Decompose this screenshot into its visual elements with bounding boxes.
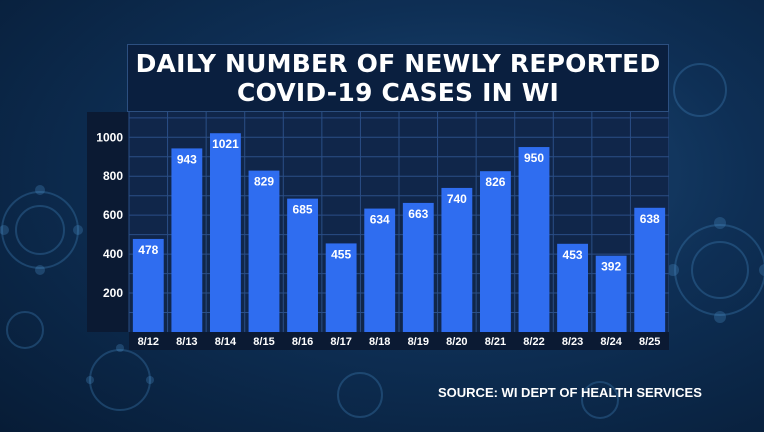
x-tick-label: 8/25 (639, 336, 660, 348)
y-axis-band (87, 112, 129, 332)
bar-value-label: 943 (177, 152, 197, 166)
bar (171, 148, 203, 332)
bar-value-label: 663 (408, 207, 428, 221)
bar-value-label: 392 (601, 260, 621, 274)
y-tick-label: 200 (103, 286, 123, 300)
x-tick-label: 8/12 (138, 336, 159, 348)
bar-value-label: 1021 (212, 137, 239, 151)
bar (248, 170, 280, 332)
chart-title-line-2: COVID-19 CASES IN WI (237, 78, 559, 107)
bar (325, 243, 357, 332)
x-tick-label: 8/13 (176, 336, 197, 348)
x-tick-label: 8/19 (408, 336, 429, 348)
x-tick-label: 8/20 (446, 336, 467, 348)
bar (210, 133, 241, 332)
bar (595, 255, 627, 332)
bar-value-label: 826 (485, 175, 505, 189)
bar (402, 202, 434, 332)
bar-chart-svg: 200 400 600 800 1000 478 8/12 943 8/13 1021 8/14 82… (87, 112, 669, 350)
x-tick-label: 8/14 (215, 336, 237, 348)
bar (634, 207, 666, 332)
bar (287, 198, 318, 332)
x-tick-label: 8/15 (253, 336, 274, 348)
x-tick-label: 8/18 (369, 336, 390, 348)
x-tick-label: 8/17 (330, 336, 351, 348)
bar-value-label: 634 (370, 213, 390, 227)
x-tick-label: 8/21 (485, 336, 506, 348)
bar (557, 243, 588, 332)
y-tick-label: 800 (103, 169, 123, 183)
chart-title-line-1: DAILY NUMBER OF NEWLY REPORTED (135, 49, 661, 78)
bar-value-label: 950 (524, 151, 544, 165)
y-tick-label: 400 (103, 247, 123, 261)
x-tick-label: 8/22 (523, 336, 544, 348)
y-tick-label: 600 (103, 208, 123, 222)
bar (132, 238, 164, 332)
bar-value-label: 685 (293, 203, 313, 217)
bar (518, 147, 550, 332)
chart-title-panel: DAILY NUMBER OF NEWLY REPORTED COVID-19 … (127, 44, 669, 112)
x-tick-label: 8/16 (292, 336, 313, 348)
bar-chart: 200 400 600 800 1000 478 8/12 943 8/13 1021 8/14 82… (87, 112, 669, 350)
bar (441, 187, 473, 332)
bar-value-label: 740 (447, 192, 467, 206)
x-tick-label: 8/24 (600, 336, 622, 348)
bar-value-label: 829 (254, 175, 274, 189)
source-label: SOURCE: WI DEPT OF HEALTH SERVICES (438, 385, 702, 400)
x-axis-band (129, 332, 669, 350)
bar-value-label: 453 (563, 248, 583, 262)
bar-value-label: 455 (331, 247, 351, 261)
bar-value-label: 638 (640, 212, 660, 226)
bar (480, 171, 511, 332)
bar-value-label: 478 (138, 243, 158, 257)
x-tick-label: 8/23 (562, 336, 583, 348)
y-tick-label: 1000 (96, 130, 123, 144)
bar (364, 208, 396, 332)
